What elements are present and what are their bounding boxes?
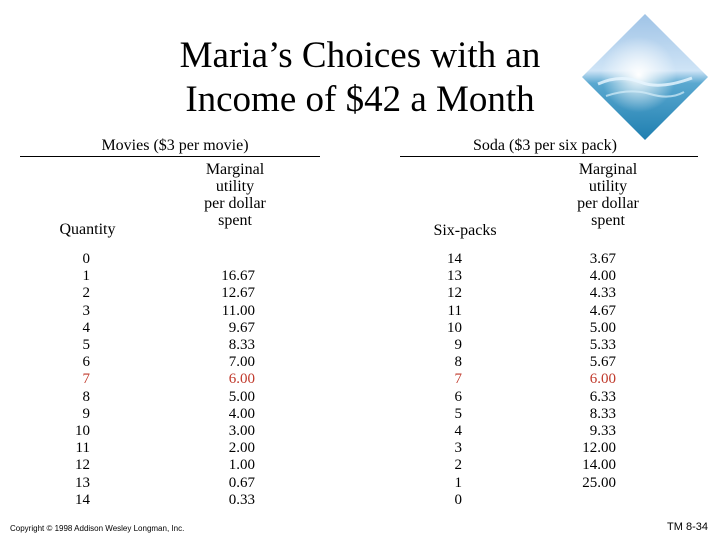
title-line-1: Maria’s Choices with an [179,35,541,76]
soda-quantity-cell: 9 [454,337,463,354]
soda-quantity-cell: 8 [454,354,463,371]
movies-mu-cell: 4.00 [228,405,255,422]
soda-mu-label-line: per dollar [577,195,639,212]
movies-mu-cell: 6.00 [228,371,255,388]
soda-quantity-cell: 13 [447,268,462,285]
soda-mu-cell: 6.00 [589,371,616,388]
movies-header: Movies ($3 per movie) [101,137,249,154]
movies-quantity-cell: 8 [82,388,91,405]
soda-quantity-cell: 14 [447,251,462,267]
ocean-wave-diamond-icon [582,14,708,140]
soda-mu-label-line: spent [591,212,625,229]
movies-mu-label: Marginal utility per dollar spent [180,161,290,229]
movies-mu-cell: 7.00 [228,354,255,371]
movies-quantity-cell: 3 [82,302,91,319]
movies-mu-cell: 12.67 [221,285,255,302]
soda-mu-label-line: utility [588,178,628,195]
movies-quantity-cell: 0 [82,251,91,267]
movies-quantity-cell: 1 [82,268,91,285]
movies-mu-cell: 0.67 [228,474,255,491]
movies-quantity-cell: 4 [82,319,91,336]
title-line-2: Income of $42 a Month [185,79,535,120]
movies-mu-label-line: Marginal [205,161,265,178]
soda-mu-label: Marginal utility per dollar spent [553,161,663,229]
soda-quantity-cell: 7 [454,371,463,388]
soda-mu-cell: 4.00 [589,268,616,285]
movies-mu-cell: 11.00 [221,302,255,319]
movies-mu-cell: 16.67 [221,268,255,285]
soda-quantity-cell: 12 [447,285,462,302]
soda-mu-cell: 5.67 [589,354,616,371]
soda-mu-label-line: Marginal [578,161,638,178]
movies-mu-label-line: spent [218,212,252,229]
soda-mu-column: 3.67 4.00 4.33 4.67 5.00 5.33 5.67 6.00 6.33 8.33… [560,251,616,509]
page-title: Maria’s Choices with an Income of $42 a … [110,34,610,122]
movies-quantity-cell: 5 [82,337,91,354]
soda-mu-cell: 9.33 [589,423,616,440]
soda-quantity-cell: 5 [454,405,463,422]
soda-quantity-cell: 4 [454,423,463,440]
soda-quantity-column: 14 13 12 11 10 9 8 7 6 5 4 3 2 1 0 [420,251,462,509]
movies-quantity-column: 0 1 2 3 4 5 6 7 8 9 10 11 12 13 14 [50,251,90,509]
soda-mu-cell: 14.00 [582,457,616,474]
soda-quantity-cell: 3 [454,440,463,457]
soda-mu-cell: 4.33 [589,285,616,302]
movies-quantity-cell: 9 [82,405,91,422]
soda-quantity-label: Six-packs [433,222,497,239]
soda-quantity-cell: 6 [454,388,463,405]
soda-mu-cell: 5.33 [589,337,616,354]
movies-mu-label-line: utility [215,178,255,195]
movies-mu-label-line: per dollar [204,195,266,212]
soda-header: Soda ($3 per six pack) [473,137,617,154]
movies-quantity-cell: 14 [75,491,90,508]
soda-quantity-cell: 1 [454,474,463,491]
movies-quantity-label: Quantity [59,221,116,238]
movies-mu-cell [200,251,255,268]
movies-mu-cell: 1.00 [228,457,255,474]
movies-mu-cell: 5.00 [228,388,255,405]
movies-quantity-cell: 11 [75,440,90,457]
soda-mu-cell: 4.67 [589,302,616,319]
soda-mu-cell: 12.00 [582,440,616,457]
soda-mu-cell: 8.33 [589,405,616,422]
soda-header-rule [400,156,698,157]
movies-mu-cell: 3.00 [228,423,255,440]
movies-mu-cell: 2.00 [228,440,255,457]
movies-mu-cell: 0.33 [228,491,255,508]
soda-mu-cell [560,492,616,509]
soda-mu-cell: 6.33 [589,388,616,405]
movies-mu-cell: 8.33 [228,337,255,354]
movies-header-rule [20,156,320,157]
soda-quantity-cell: 10 [447,319,462,336]
slide-id: TM 8-34 [667,521,708,533]
soda-mu-cell: 3.67 [589,251,616,267]
copyright-notice: Copyright © 1998 Addison Wesley Longman,… [10,524,185,533]
soda-mu-cell: 5.00 [589,319,616,336]
movies-quantity-cell: 12 [75,457,90,474]
soda-quantity-cell: 2 [454,457,463,474]
movies-mu-column: 16.67 12.67 11.00 9.67 8.33 7.00 6.00 5.00 4.00 3… [200,251,255,509]
movies-quantity-cell: 7 [82,371,91,388]
movies-quantity-cell: 6 [82,354,91,371]
soda-quantity-cell: 0 [454,491,463,508]
movies-quantity-cell: 10 [75,423,90,440]
movies-quantity-cell: 13 [75,474,90,491]
soda-quantity-cell: 11 [447,302,462,319]
movies-quantity-cell: 2 [82,285,91,302]
soda-mu-cell: 25.00 [582,474,616,491]
movies-mu-cell: 9.67 [228,319,255,336]
